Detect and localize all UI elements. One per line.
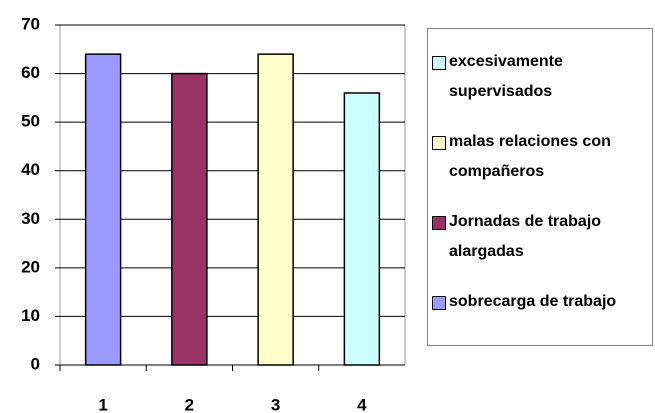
legend-label: excesivamente supervisados — [449, 53, 563, 100]
legend-swatch — [432, 216, 446, 230]
legend-swatch — [432, 296, 446, 310]
chart-svg: 0 10 20 30 40 50 60 70 1 2 3 4 — [21, 14, 406, 413]
legend-swatch — [432, 136, 446, 150]
legend-item: malas relaciones con compañeros — [432, 127, 652, 187]
x-tick-label: 1 — [98, 395, 107, 413]
legend-item: sobrecarga de trabajo — [432, 287, 652, 317]
bar — [257, 53, 294, 366]
bar — [343, 92, 381, 366]
y-tick-label: 70 — [21, 14, 40, 33]
legend: excesivamente supervisados malas relacion… — [427, 28, 653, 346]
y-tick-label: 60 — [21, 63, 40, 82]
legend-item: Jornadas de trabajo alargadas — [432, 207, 652, 267]
legend-label: malas relaciones con compañeros — [449, 133, 611, 180]
x-tick-label: 4 — [357, 395, 367, 413]
legend-label: sobrecarga de trabajo — [449, 293, 617, 310]
legend-label: Jornadas de trabajo alargadas — [449, 213, 602, 260]
y-tick-label: 50 — [21, 112, 40, 131]
x-tick-label: 3 — [271, 395, 280, 413]
y-tick-label: 40 — [21, 160, 40, 179]
y-tick-label: 30 — [21, 209, 40, 228]
legend-swatch — [432, 56, 446, 70]
y-tick-label: 20 — [21, 257, 40, 276]
y-tick-label: 0 — [31, 354, 40, 373]
bar — [84, 53, 122, 366]
x-tick-label: 2 — [185, 395, 194, 413]
y-tick-label: 10 — [21, 306, 40, 325]
legend-item: excesivamente supervisados — [432, 47, 652, 107]
bar — [171, 72, 208, 366]
